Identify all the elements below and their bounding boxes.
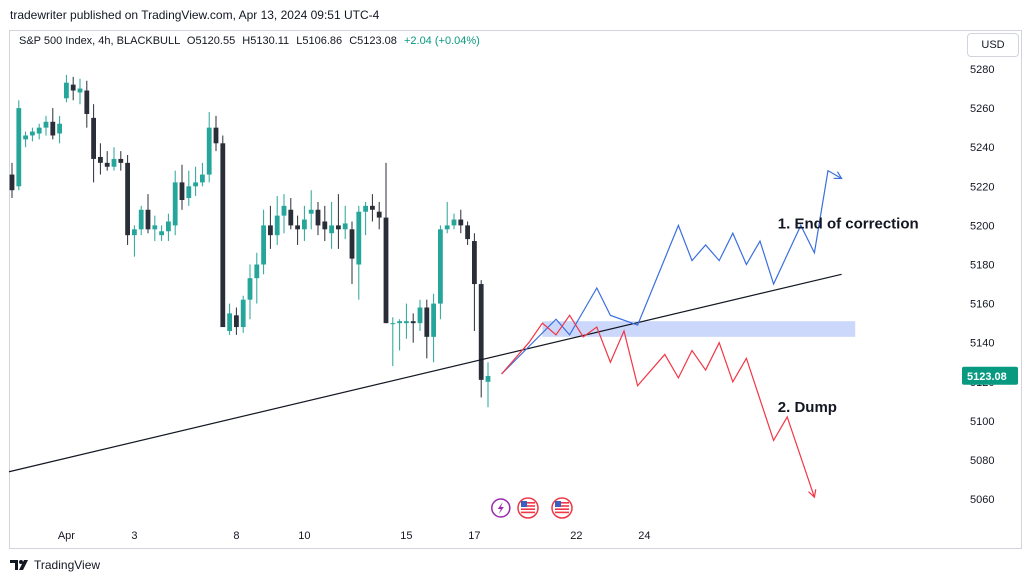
footer-brand[interactable]: TradingView [10,558,100,572]
open-value: O5120.55 [186,35,236,47]
footer-brand-label: TradingView [34,558,101,572]
low-value: L5106.86 [296,35,343,47]
high-value: H5130.11 [242,35,290,47]
close-value: C5123.08 [349,35,397,47]
chart-frame[interactable] [9,30,1022,549]
currency-button[interactable]: USD [967,33,1019,57]
publisher-line: tradewriter published on TradingView.com… [10,8,380,22]
tradingview-logo-icon [10,560,28,570]
symbol-name[interactable]: S&P 500 Index, 4h, BLACKBULL [19,35,180,47]
change-value: +2.04 (+0.04%) [403,35,480,47]
symbol-legend: S&P 500 Index, 4h, BLACKBULL O5120.55 H5… [19,35,480,47]
